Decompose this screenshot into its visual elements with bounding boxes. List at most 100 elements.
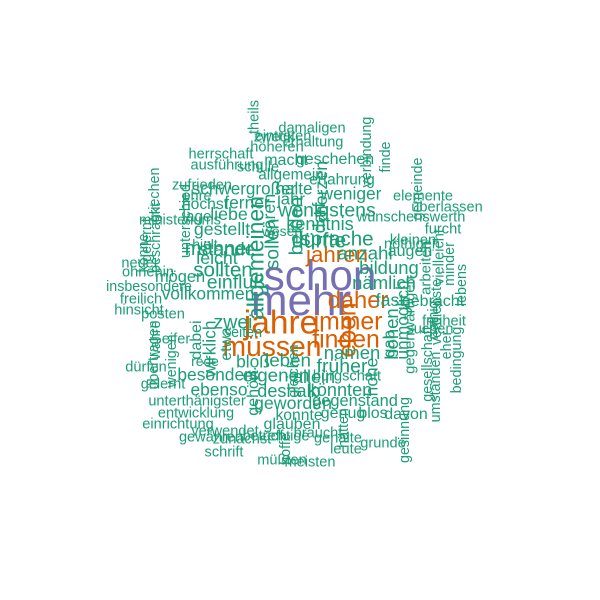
cloud-word-gebracht: gebracht [401,293,465,310]
cloud-word-braucht: braucht [293,425,343,442]
cloud-word-grunde: grunde [360,435,406,452]
cloud-word-glauben: glauben [263,416,321,433]
cloud-word-neuer: neuer [121,255,159,272]
cloud-word-namlich: nämlich [352,271,416,293]
cloud-word-gehalte: gehalte [314,430,362,447]
cloud-word-vollkommen: vollkommen [161,283,255,304]
cloud-word-einrichtung: einrichtung [142,416,214,433]
cloud-word-zunachst: zunächst [212,431,272,448]
cloud-word-uberlassen: überlassen [411,199,483,216]
cloud-word-kenntnis: kenntnis [286,213,354,234]
cloud-word-zufrieden: zufrieden [171,177,233,194]
cloud-word-jahr: jahr [277,189,305,209]
cloud-word-eintreten: eintreten [254,128,312,145]
cloud-word-posten: posten [141,306,185,323]
cloud-word-finden: finden [312,326,380,354]
cloud-word-mogen: mögen [154,267,206,286]
cloud-word-betreff: betreff [242,428,284,445]
cloud-word-ferner: ferner [224,192,270,213]
cloud-word-bedingung: bedingung [448,326,465,394]
cloud-word-eigenen: eigenen [242,364,310,386]
cloud-word-freilich: freilich [119,291,163,308]
cloud-word-schwergrosser: schwergroßer [191,179,297,199]
cloud-word-gleichen: gleichen [285,344,302,398]
cloud-word-genug: genug [320,405,366,422]
cloud-word-wesen: wesen [261,223,303,240]
cloud-word-hoheren: höheren [250,139,304,156]
cloud-word-sprache: sprache [300,227,374,251]
cloud-word-zwei: zwei [213,311,253,334]
cloud-word-verwendet: verwendet [191,423,259,440]
cloud-word-konnte: konnte [275,407,323,425]
cloud-word-durfte: dürfte [291,228,347,253]
cloud-word-konnten: könnten [307,379,373,400]
cloud-word-leben: leben [265,349,311,371]
cloud-word-verbindung: verbindung [358,116,375,188]
cloud-word-einfluss: einfluß [206,271,266,294]
cloud-word-gestellt: gestellt [193,219,251,240]
cloud-word-gehort: gehört [245,370,262,416]
cloud-word-rede: rede [191,353,219,370]
cloud-word-fruher: früher [316,355,368,378]
cloud-word-leicht: leicht [196,248,238,269]
cloud-word-furcht: furcht [424,221,462,238]
cloud-word-bloss: bloß [236,351,270,372]
cloud-word-insbesondere: insbesondere [106,278,192,295]
cloud-word-besonders: besonders [177,364,259,385]
cloud-word-augen: augen [387,243,433,260]
cloud-word-nothigen: nöthigen [384,236,440,253]
cloud-word-deshalb: deshalb [257,380,321,401]
cloud-word-davon: davon [384,406,428,423]
cloud-word-allein: allein [292,366,336,387]
cloud-word-durfen: dürfen [125,359,167,376]
cloud-word-freiheit: freiheit [422,313,466,330]
cloud-word-hielt: hielt [192,236,218,253]
cloud-word-burgschaft: bürgschaft [312,368,382,385]
cloud-word-finde: finde [377,141,394,173]
cloud-word-bildung: bildung [359,256,419,278]
cloud-word-ausfuhrung: ausführung [190,157,264,174]
cloud-word-meisten: meisten [284,454,336,471]
cloud-word-anzahl: anzahl [337,242,393,264]
cloud-word-umstanden: umständen [427,351,444,423]
cloud-word-jahren: jahren [306,241,368,267]
cloud-word-wenigstens: wenigstens [278,199,376,222]
cloud-word-immer: immer [313,308,383,336]
cloud-word-geschehen: geschehen [295,151,375,168]
cloud-word-gab: gab [379,330,399,358]
cloud-word-hochst: höchst [181,196,229,214]
cloud-word-schrift: schrift [204,444,244,461]
cloud-word-lebens: lebens [453,263,470,307]
cloud-word-ehre: ehre [182,188,212,205]
cloud-word-elemente: elemente [392,188,454,205]
cloud-word-gegenstand: gegenstand [312,391,398,410]
cloud-word-unterschied: unterschied [177,184,194,258]
cloud-word-manner: männer [184,237,254,260]
cloud-word-unterthanigster: unterthänigster [148,393,246,410]
cloud-word-kleinen: kleinen [389,232,437,249]
cloud-word-mehr: mehr [250,276,352,325]
cloud-word-weniger: weniger [320,183,382,204]
cloud-word-mussten: müßten [257,452,307,469]
cloud-word-wunschenswerth: wünschenswerth [356,209,466,226]
cloud-word-halte: halte [275,179,313,199]
cloud-word-gewahren: gewähren [178,429,244,446]
cloud-word-fast: fast [375,290,405,311]
cloud-word-mussen: müssen [222,329,322,362]
cloud-word-jahre: jahre [243,304,319,342]
cloud-word-ministeriums: ministeriums [139,212,221,229]
cloud-word-sollten: sollten [193,258,253,282]
cloud-word-gesinnung: gesinnung [396,397,413,463]
cloud-word-ohnehin: ohnehin [122,264,174,281]
cloud-word-tuchtige: tüchtige [258,428,310,445]
cloud-word-schon: schon [263,251,377,299]
cloud-word-schule: schule [236,159,280,176]
cloud-word-ebenso: ebenso [190,379,248,400]
cloud-word-damaligen: damaligen [278,120,346,137]
cloud-word-seiten: seiten [223,324,263,341]
cloud-word-leute: leute [330,441,362,458]
cloud-word-lage: lage [182,208,212,226]
cloud-word-suchen: suchen [406,321,454,338]
cloud-word-zweck: zweck [253,129,295,146]
